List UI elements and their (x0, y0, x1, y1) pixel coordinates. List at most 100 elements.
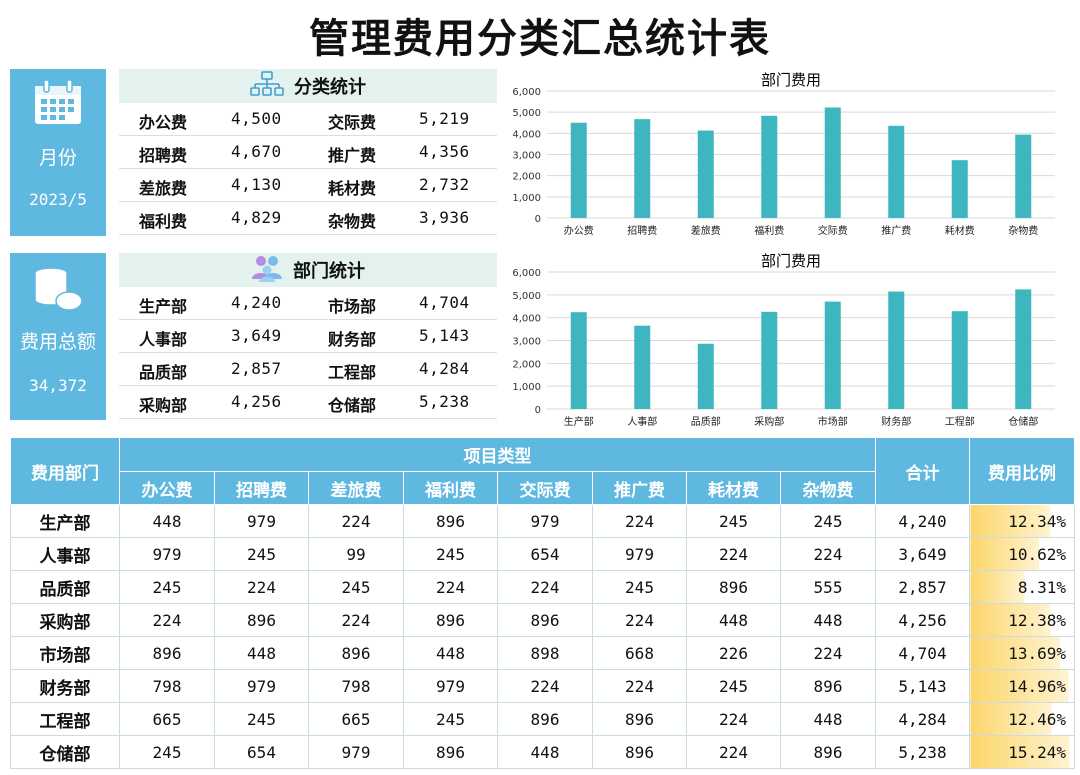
value-cell: 979 (119, 537, 215, 571)
value-cell: 448 (119, 504, 215, 538)
month-value: 2023/5 (29, 190, 87, 209)
column-header: 交际费 (497, 471, 593, 505)
org-chart-icon (250, 70, 284, 103)
y-tick-label: 6,000 (512, 268, 541, 279)
value-cell: 245 (403, 537, 498, 571)
value-cell: 654 (214, 735, 309, 769)
x-tick-label: 推广费 (881, 224, 911, 237)
stat-label: 采购部 (139, 396, 188, 415)
total-cell: 4,256 (875, 603, 970, 637)
total-cell: 4,284 (875, 702, 970, 736)
value-cell: 448 (497, 735, 593, 769)
bar (888, 125, 905, 218)
dept-cell: 工程部 (10, 702, 120, 736)
value-cell: 448 (780, 603, 876, 637)
table-row: 仓储部 245 654 979 896 448 896 224 896 5,238 15.24% (10, 735, 1075, 769)
dept-cell: 品质部 (10, 570, 120, 604)
dept-cell: 市场部 (10, 636, 120, 670)
stat-row: 差旅费 4,130 耗材费 2,732 (119, 169, 497, 202)
ratio-cell: 12.34% (969, 504, 1075, 538)
bar (570, 312, 587, 409)
x-tick-label: 财务部 (881, 415, 911, 428)
calendar-icon (32, 79, 84, 127)
y-tick-label: 0 (535, 405, 541, 416)
stat-value: 4,256 (231, 392, 282, 411)
value-cell: 224 (686, 537, 781, 571)
stat-value: 4,284 (419, 359, 470, 378)
value-cell: 979 (497, 504, 593, 538)
column-header: 耗材费 (686, 471, 781, 505)
y-tick-label: 2,000 (512, 172, 541, 183)
stat-value: 5,143 (419, 326, 470, 345)
stat-row: 办公费 4,500 交际费 5,219 (119, 103, 497, 136)
bar (761, 311, 778, 409)
ratio-cell: 8.31% (969, 570, 1075, 604)
value-cell: 896 (592, 702, 687, 736)
value-cell: 896 (592, 735, 687, 769)
bar (697, 130, 714, 218)
column-header: 招聘费 (214, 471, 309, 505)
value-cell: 245 (119, 735, 215, 769)
value-cell: 798 (308, 669, 404, 703)
y-tick-label: 5,000 (512, 108, 541, 119)
stat-row: 生产部 4,240 市场部 4,704 (119, 287, 497, 320)
x-tick-label: 人事部 (627, 415, 657, 428)
x-tick-label: 品质部 (691, 415, 721, 428)
value-cell: 448 (214, 636, 309, 670)
bar (761, 115, 778, 218)
stat-value: 4,704 (419, 293, 470, 312)
value-cell: 224 (214, 570, 309, 604)
value-cell: 896 (780, 735, 876, 769)
value-cell: 245 (119, 570, 215, 604)
stat-value: 4,240 (231, 293, 282, 312)
chart-title: 部门费用 (761, 71, 821, 89)
people-icon (251, 253, 283, 288)
value-cell: 224 (497, 669, 593, 703)
ratio-cell: 15.24% (969, 735, 1075, 769)
column-header: 办公费 (119, 471, 215, 505)
x-tick-label: 仓储部 (1008, 415, 1038, 428)
bar (634, 119, 651, 218)
column-header: 推广费 (592, 471, 687, 505)
value-cell: 979 (214, 504, 309, 538)
value-cell: 448 (686, 603, 781, 637)
stat-value: 2,732 (419, 175, 470, 194)
ratio-cell: 12.38% (969, 603, 1075, 637)
column-header: 差旅费 (308, 471, 404, 505)
value-cell: 896 (686, 570, 781, 604)
y-tick-label: 1,000 (512, 193, 541, 204)
value-cell: 245 (686, 669, 781, 703)
value-cell: 224 (308, 603, 404, 637)
value-cell: 224 (780, 537, 876, 571)
stat-label: 差旅费 (139, 179, 188, 198)
ratio-cell: 13.69% (969, 636, 1075, 670)
bar (1015, 134, 1032, 218)
stat-label: 杂物费 (328, 212, 377, 231)
value-cell: 896 (403, 735, 498, 769)
bar (697, 343, 714, 409)
value-cell: 979 (592, 537, 687, 571)
value-cell: 245 (686, 504, 781, 538)
dept-stats-title: 部门统计 (293, 261, 365, 282)
stat-label: 人事部 (139, 330, 188, 349)
ratio-cell: 14.96% (969, 669, 1075, 703)
stat-row: 人事部 3,649 财务部 5,143 (119, 320, 497, 353)
chart-title: 部门费用 (761, 252, 821, 270)
total-cell: 5,143 (875, 669, 970, 703)
stat-row: 招聘费 4,670 推广费 4,356 (119, 136, 497, 169)
stat-label: 财务部 (328, 330, 377, 349)
table-row: 人事部 979 245 99 245 654 979 224 224 3,649 10.62% (10, 537, 1075, 571)
value-cell: 665 (308, 702, 404, 736)
value-cell: 896 (308, 636, 404, 670)
total-value: 34,372 (29, 376, 87, 395)
ratio-cell: 12.46% (969, 702, 1075, 736)
value-cell: 448 (403, 636, 498, 670)
x-tick-label: 杂物费 (1008, 224, 1038, 237)
value-cell: 896 (119, 636, 215, 670)
x-tick-label: 生产部 (564, 415, 594, 428)
summary-table: 费用部门 项目类型 合计 费用比例 办公费 招聘费 差旅费 福利费 交际费 推广费 耗材费杂… (10, 437, 1075, 769)
bar (1015, 289, 1032, 409)
table-row: 财务部 798 979 798 979 224 224 245 896 5,143 14.96% (10, 669, 1075, 703)
bar (951, 311, 968, 409)
month-box: 月份 2023/5 (10, 69, 106, 236)
